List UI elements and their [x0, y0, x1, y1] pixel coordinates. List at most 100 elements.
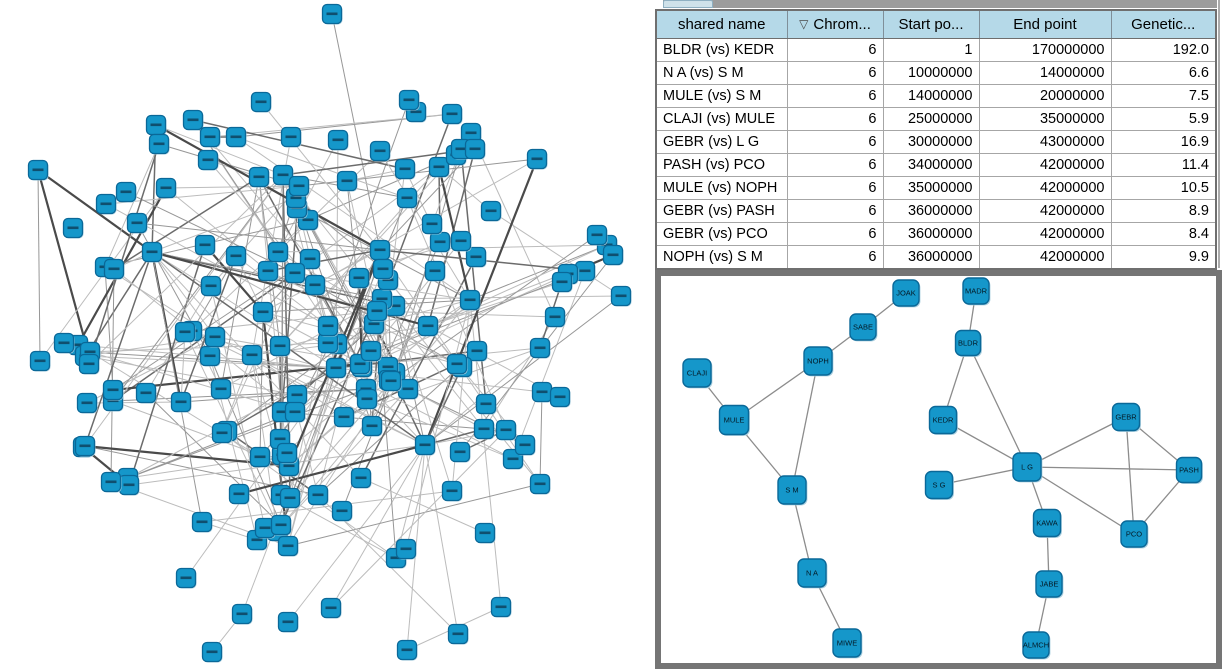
network-node[interactable]	[225, 245, 247, 267]
network-node[interactable]	[115, 181, 137, 203]
network-node[interactable]	[272, 164, 294, 186]
network-node[interactable]	[118, 474, 140, 496]
network-node[interactable]	[252, 301, 274, 323]
network-node[interactable]	[148, 133, 170, 155]
subnet-node-kawa[interactable]: KAWA	[1032, 508, 1062, 538]
network-node[interactable]	[464, 138, 486, 160]
column-header-4[interactable]: Genetic...	[1111, 11, 1215, 39]
table-row[interactable]: NOPH (vs) S M 6 36000000 42000000 9.9	[657, 245, 1215, 268]
network-node[interactable]	[145, 114, 167, 136]
network-node[interactable]	[269, 335, 291, 357]
network-node[interactable]	[231, 603, 253, 625]
network-node[interactable]	[414, 434, 436, 456]
subnet-node-gebr[interactable]: GEBR	[1111, 402, 1141, 432]
network-node[interactable]	[76, 392, 98, 414]
network-node[interactable]	[602, 244, 624, 266]
network-node[interactable]	[182, 109, 204, 131]
subnet-node-mule[interactable]: MULE	[718, 404, 750, 436]
network-node[interactable]	[361, 415, 383, 437]
network-node[interactable]	[248, 166, 270, 188]
network-node[interactable]	[53, 332, 75, 354]
network-node[interactable]	[610, 285, 632, 307]
network-node[interactable]	[429, 231, 451, 253]
network-node[interactable]	[228, 483, 250, 505]
network-node[interactable]	[288, 175, 310, 197]
network-node[interactable]	[191, 511, 213, 533]
subnet-node-l-g[interactable]: L G	[1012, 452, 1043, 483]
table-row[interactable]: BLDR (vs) KEDR 6 1 170000000 192.0	[657, 38, 1215, 62]
network-node[interactable]	[197, 149, 219, 171]
network-node[interactable]	[360, 340, 382, 362]
network-node[interactable]	[267, 241, 289, 263]
subnet-node-joak[interactable]: JOAK	[892, 279, 921, 308]
network-node[interactable]	[480, 200, 502, 222]
network-node[interactable]	[317, 315, 339, 337]
subnet-node-s-g[interactable]: S G	[924, 470, 954, 500]
network-node[interactable]	[544, 306, 566, 328]
network-node[interactable]	[495, 419, 517, 441]
network-node[interactable]	[350, 467, 372, 489]
network-node[interactable]	[474, 522, 496, 544]
network-node[interactable]	[141, 241, 163, 263]
network-node[interactable]	[417, 315, 439, 337]
network-node[interactable]	[194, 234, 216, 256]
network-node[interactable]	[155, 177, 177, 199]
table-row[interactable]: MULE (vs) NOPH 6 35000000 42000000 10.5	[657, 176, 1215, 200]
network-node[interactable]	[102, 379, 124, 401]
network-node[interactable]	[551, 271, 573, 293]
network-node[interactable]	[277, 611, 299, 633]
network-node[interactable]	[529, 337, 551, 359]
subnet-node-pco[interactable]: PCO	[1120, 520, 1149, 549]
column-header-2[interactable]: Start po...	[883, 11, 980, 39]
network-node[interactable]	[270, 514, 292, 536]
network-node[interactable]	[460, 122, 482, 144]
network-node[interactable]	[529, 473, 551, 495]
network-node[interactable]	[276, 442, 298, 464]
network-node[interactable]	[428, 156, 450, 178]
column-header-3[interactable]: End point	[979, 11, 1112, 39]
network-node[interactable]	[586, 224, 608, 246]
table-top-scrollbar[interactable]	[663, 0, 1217, 8]
network-node[interactable]	[174, 321, 196, 343]
network-node[interactable]	[369, 140, 391, 162]
network-node[interactable]	[225, 126, 247, 148]
subnet-node-madr[interactable]: MADR	[962, 277, 991, 306]
network-node[interactable]	[321, 3, 343, 25]
network-node[interactable]	[170, 391, 192, 413]
network-node[interactable]	[396, 187, 418, 209]
network-node[interactable]	[473, 418, 495, 440]
network-node[interactable]	[317, 332, 339, 354]
subnet-node-sabe[interactable]: SABE	[849, 313, 878, 342]
network-node[interactable]	[250, 91, 272, 113]
network-node[interactable]	[327, 129, 349, 151]
filter-icon[interactable]: ▽	[799, 17, 809, 31]
network-node[interactable]	[280, 126, 302, 148]
network-node[interactable]	[100, 471, 122, 493]
subnet-node-miwe[interactable]: MIWE	[832, 628, 863, 659]
network-node[interactable]	[475, 393, 497, 415]
sub-network-canvas[interactable]: JOAK MADR SABE BLDR NOPH CLAJI KEDR GEBR MULE L G…	[655, 270, 1222, 669]
network-node[interactable]	[348, 267, 370, 289]
network-node[interactable]	[380, 370, 402, 392]
network-node[interactable]	[531, 381, 553, 403]
network-node[interactable]	[241, 344, 263, 366]
network-node[interactable]	[574, 260, 596, 282]
network-node[interactable]	[333, 406, 355, 428]
network-node[interactable]	[27, 159, 49, 181]
network-node[interactable]	[210, 378, 232, 400]
network-node[interactable]	[336, 170, 358, 192]
network-node[interactable]	[95, 193, 117, 215]
network-node[interactable]	[204, 326, 226, 348]
network-node[interactable]	[126, 212, 148, 234]
network-node[interactable]	[211, 422, 233, 444]
table-row[interactable]: GEBR (vs) L G 6 30000000 43000000 16.9	[657, 130, 1215, 154]
table-row[interactable]: MULE (vs) S M 6 14000000 20000000 7.5	[657, 84, 1215, 108]
network-node[interactable]	[175, 567, 197, 589]
network-node[interactable]	[78, 353, 100, 375]
subnet-node-jabe[interactable]: JABE	[1035, 570, 1064, 599]
subnet-node-s-m[interactable]: S M	[777, 475, 808, 506]
table-row[interactable]: GEBR (vs) PASH 6 36000000 42000000 8.9	[657, 199, 1215, 223]
subnet-node-n-a[interactable]: N A	[797, 558, 828, 589]
network-node[interactable]	[29, 350, 51, 372]
network-node[interactable]	[304, 274, 326, 296]
